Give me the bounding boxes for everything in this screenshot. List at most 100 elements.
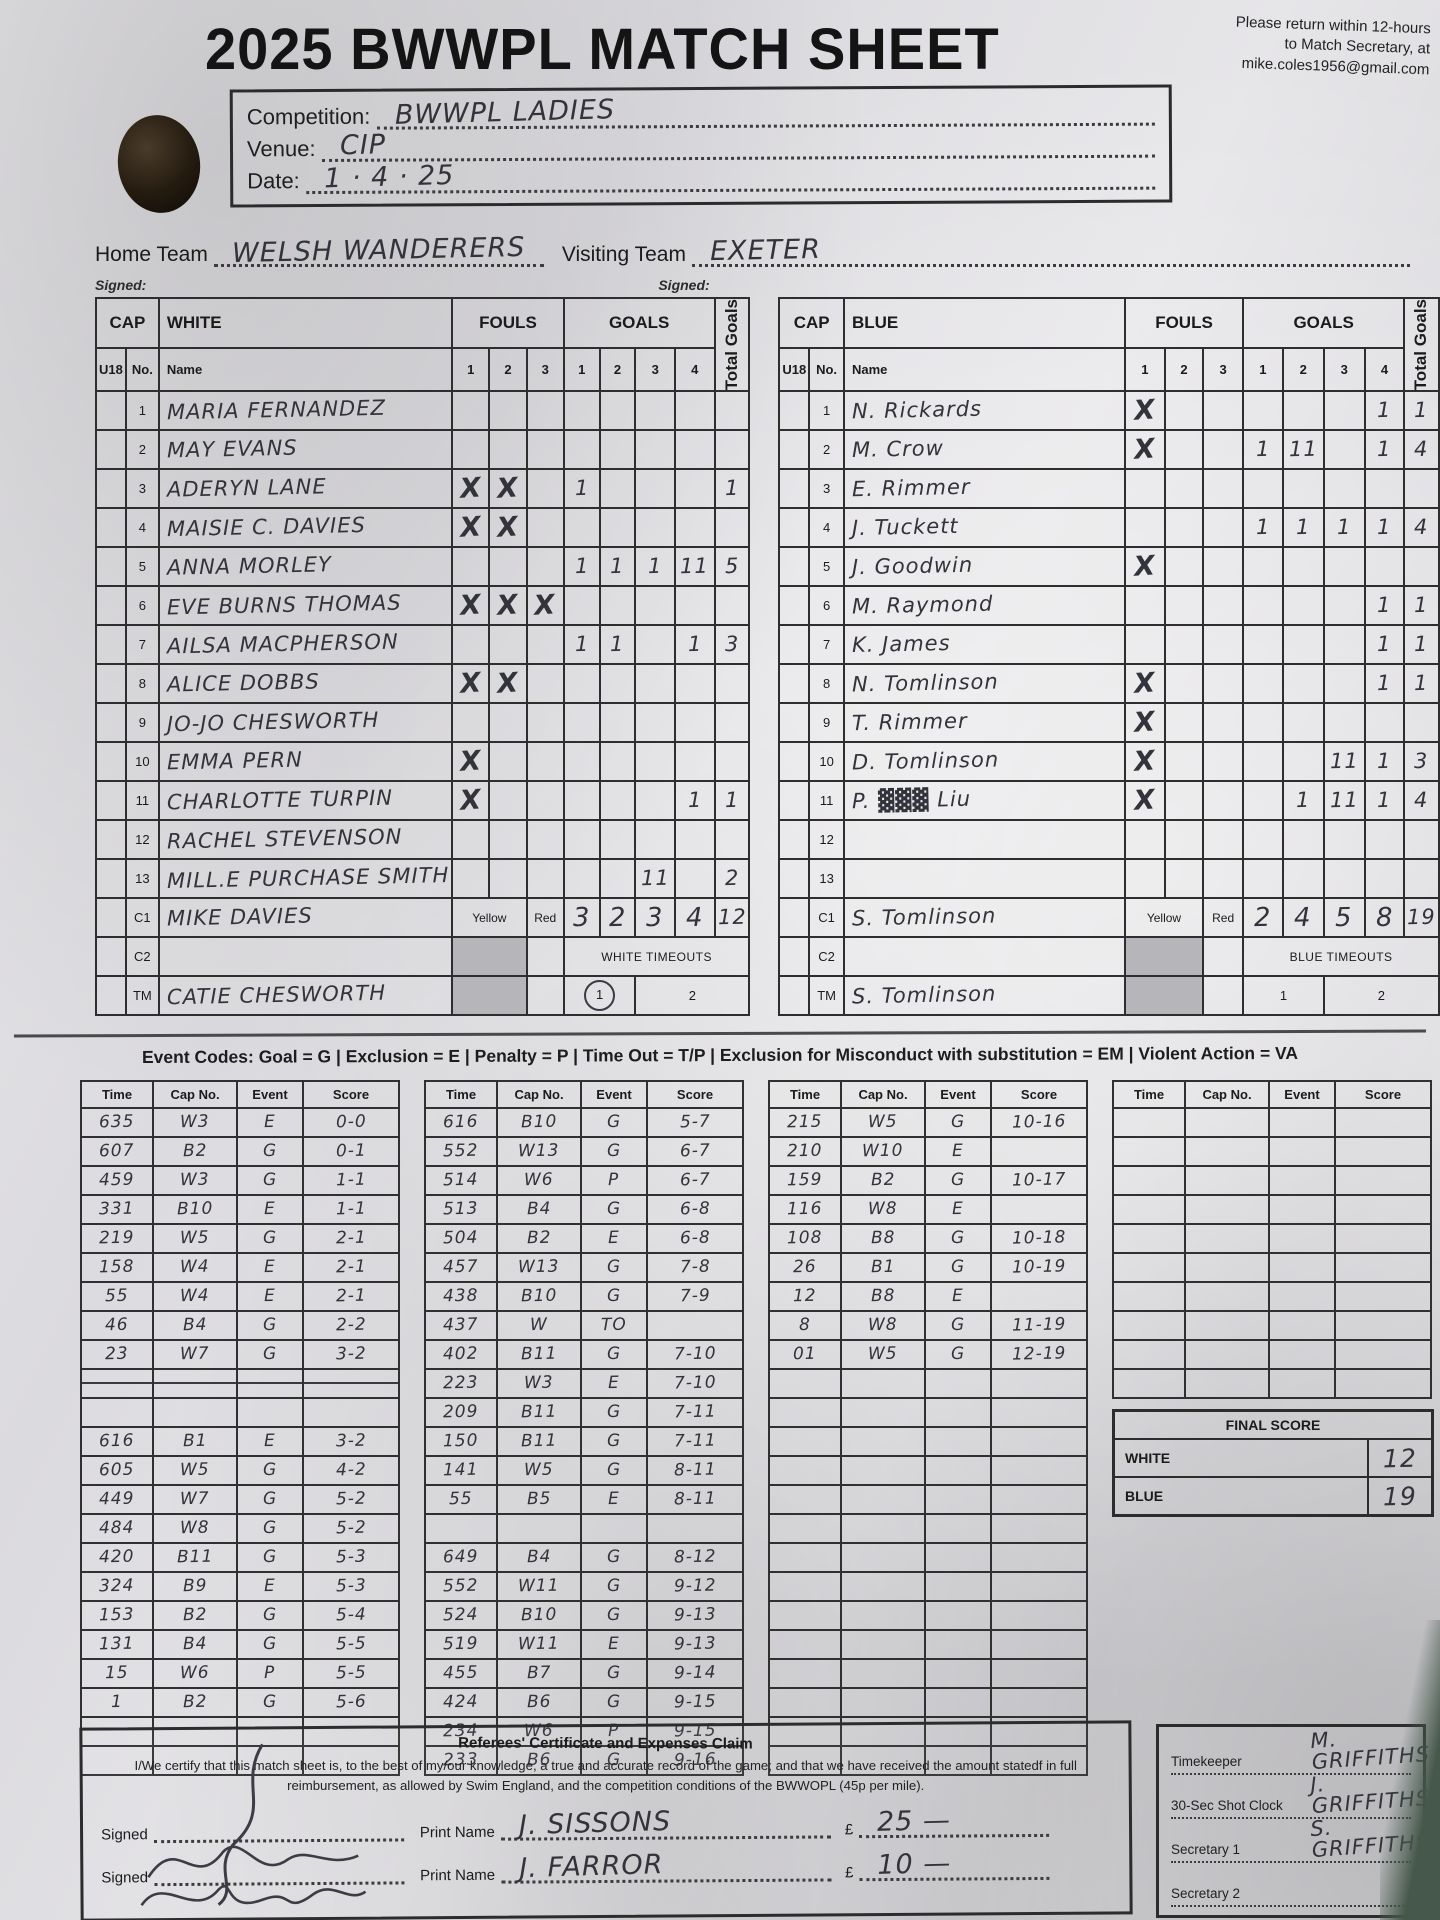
event-score-cell: 5-3	[302, 1571, 400, 1603]
date-value: 1 · 4 · 25	[323, 159, 455, 195]
event-code-cell	[1268, 1223, 1336, 1255]
foul-mark-cell	[488, 702, 528, 744]
venue-line: Venue: CIP	[247, 129, 1156, 163]
handwritten-value: B4	[526, 1199, 552, 1220]
handwritten-value: S. Tomlinson	[851, 981, 997, 1009]
event-cap-cell: W6	[152, 1658, 238, 1690]
handwritten-value: G	[606, 1547, 622, 1568]
handwritten-value: 5-5	[335, 1662, 367, 1684]
foul-mark-cell	[1123, 819, 1166, 861]
goal-mark-cell	[1322, 429, 1366, 471]
goal-mark-cell	[673, 702, 716, 744]
handwritten-value: J. Tuckett	[851, 513, 959, 540]
handwritten-value: 519	[443, 1633, 479, 1655]
event-row: 23 W7 G 3-2	[80, 1339, 400, 1371]
cap-number-cell: 5	[808, 546, 845, 588]
event-code-cell	[924, 1397, 992, 1429]
u18-cell	[95, 468, 127, 510]
handwritten-value: W6	[179, 1663, 211, 1684]
handwritten-value: X	[1132, 745, 1157, 779]
event-cap-cell	[1184, 1165, 1270, 1197]
event-time-cell: 455	[424, 1658, 498, 1690]
event-cap-cell	[152, 1397, 238, 1429]
handwritten-value: W8	[179, 1518, 211, 1539]
event-score-cell	[990, 1281, 1088, 1313]
event-score-cell: 10-19	[990, 1252, 1088, 1284]
goal-mark-cell	[634, 390, 676, 432]
event-cap-cell	[840, 1426, 926, 1458]
event-code-cell: G	[580, 1455, 648, 1487]
event-cap-cell: W	[496, 1310, 582, 1342]
handwritten-value: B4	[182, 1634, 208, 1655]
handwritten-value: E	[263, 1286, 277, 1307]
goal-mark-cell	[562, 390, 601, 432]
event-row	[1112, 1107, 1432, 1139]
handwritten-value: W3	[179, 1112, 211, 1133]
event-time-cell	[424, 1513, 498, 1545]
blue-roster: CAP BLUE FOULS GOALS Total Goals U18 No. Name 1 2…	[778, 296, 1440, 1017]
cap-number-cell: 1	[808, 390, 845, 432]
event-time-cell	[768, 1745, 842, 1777]
handwritten-value: G	[950, 1170, 966, 1191]
competition-field: BWWPL LADIES	[376, 94, 1155, 131]
handwritten-value: X	[458, 667, 483, 701]
print-name-label: Print Name	[419, 1823, 495, 1842]
total-goals-cell: 1	[1403, 390, 1440, 432]
handwritten-value: G	[606, 1460, 622, 1481]
u18-cell	[95, 507, 127, 549]
event-row	[1112, 1223, 1432, 1255]
handwritten-value: 3	[1414, 748, 1430, 773]
event-cap-cell	[1184, 1107, 1270, 1139]
date-field: 1 · 4 · 25	[305, 160, 1156, 194]
goal-mark-cell: 11	[1281, 429, 1325, 471]
event-row: 219 W5 G 2-1	[80, 1223, 400, 1255]
handwritten-value: G	[950, 1112, 966, 1133]
event-cap-cell: B10	[496, 1600, 582, 1632]
event-row: 457 W13 G 7-8	[424, 1252, 744, 1284]
player-name-cell: E. Rimmer	[842, 468, 1126, 510]
handwritten-value: 331	[99, 1198, 135, 1220]
white-player-row: 4 MAISIE C. DAVIES X X	[95, 507, 751, 549]
total-goals-cell: 1	[713, 468, 751, 510]
handwritten-value: 605	[99, 1459, 135, 1481]
certificate-title: Referees' Certificate and Expenses Claim	[458, 1734, 753, 1753]
handwritten-value: G	[606, 1402, 622, 1423]
event-column-header: Time	[1112, 1080, 1186, 1110]
handwritten-value: B4	[526, 1547, 552, 1568]
handwritten-value: 1	[1377, 436, 1392, 461]
handwritten-value: 449	[99, 1488, 135, 1510]
event-row: 234 W6 P 9-15	[424, 1716, 744, 1748]
foul-mark-cell	[1163, 780, 1205, 822]
event-header-row: Time Cap No. Event Score	[424, 1080, 744, 1110]
u18-cell	[778, 780, 811, 822]
event-time-cell: 46	[80, 1310, 154, 1342]
handwritten-value: N. Rickards	[851, 396, 983, 424]
foul-mark-cell	[451, 390, 491, 432]
handwritten-value: 1	[610, 553, 625, 578]
blue-tm-row: TM S. Tomlinson 1 2	[778, 975, 1440, 1017]
handwritten-value: 9-14	[673, 1662, 717, 1684]
handwritten-value: 3-2	[335, 1343, 367, 1365]
foul-col-header: 2	[488, 347, 528, 393]
event-row: 635 W3 E 0-0	[80, 1107, 400, 1139]
handwritten-value: 3-2	[335, 1430, 367, 1452]
handwritten-value: B8	[870, 1286, 896, 1307]
event-code-cell: E	[924, 1136, 992, 1168]
cap-number-cell: 3	[124, 468, 160, 510]
handwritten-value: 4-2	[335, 1459, 367, 1481]
handwritten-value: CHARLOTTE TURPIN	[166, 785, 393, 815]
handwritten-value: 5-2	[335, 1517, 367, 1539]
goal-mark-cell: 1	[1363, 780, 1406, 822]
home-team-value: WELSH WANDERERS	[231, 231, 526, 270]
event-time-cell: 437	[424, 1310, 498, 1342]
event-time-cell: 141	[424, 1455, 498, 1487]
foul-mark-cell	[1123, 585, 1166, 627]
handwritten-value: 4	[1414, 787, 1430, 812]
event-cap-cell	[840, 1716, 926, 1748]
handwritten-value: 5	[1335, 902, 1354, 933]
event-cap-cell: W7	[152, 1484, 238, 1516]
blue-player-row: 5 J. Goodwin X	[778, 546, 1440, 588]
handwritten-value: 210	[787, 1140, 823, 1162]
tm-name-cell: CATIE CHESWORTH	[157, 975, 454, 1017]
event-row	[1112, 1339, 1432, 1371]
